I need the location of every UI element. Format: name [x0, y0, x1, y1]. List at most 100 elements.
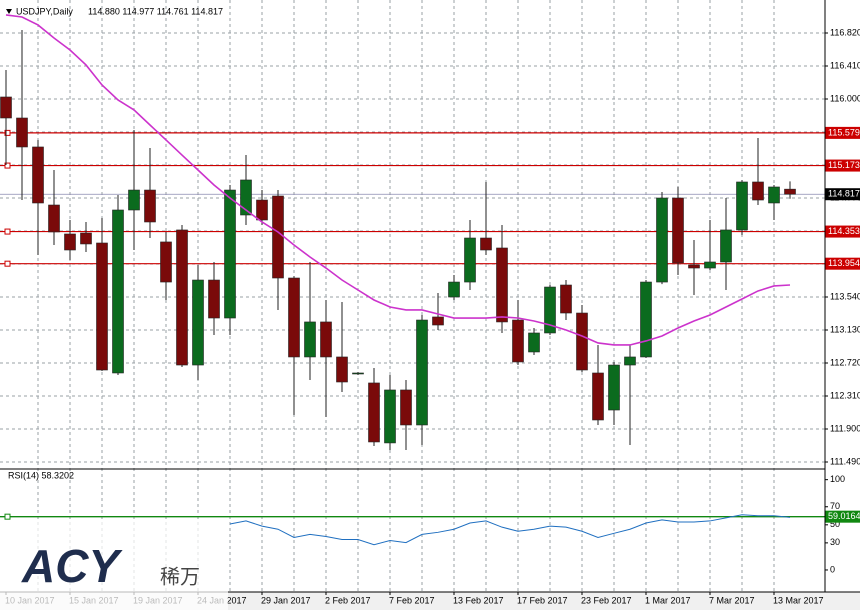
- candle-body: [272, 195, 284, 279]
- candle-body: [112, 209, 124, 374]
- candle-body: [624, 356, 636, 366]
- candle-body: [512, 319, 524, 363]
- labels-layer: 115.579 115.173 114.353 113.954 114.817 59.01…: [825, 126, 860, 523]
- candle-body: [80, 232, 92, 245]
- candle-body: [448, 281, 460, 298]
- level-label-box: [825, 159, 860, 172]
- watermark-brand: ACY: [21, 540, 123, 592]
- candle-body: [288, 277, 300, 358]
- candle-body: [96, 242, 108, 371]
- candle-body: [400, 389, 412, 426]
- candle-body: [592, 372, 604, 421]
- candle-body: [784, 188, 796, 195]
- candle-body: [368, 382, 380, 443]
- candle-body: [576, 312, 588, 371]
- rsi-level-label: 59.0164: [828, 511, 860, 521]
- y-tick-label: 112.310: [830, 390, 860, 400]
- rsi-y-tick-label: 100: [830, 474, 845, 484]
- moving-average: [5, 14, 791, 346]
- x-tick-label: 2 Feb 2017: [325, 595, 371, 605]
- candle-body: [656, 197, 668, 283]
- level-label: 113.954: [828, 258, 860, 268]
- candle-body: [640, 281, 652, 358]
- candle-body: [192, 279, 204, 366]
- y-tick-label: 116.820: [830, 27, 860, 37]
- current-price-label: 114.817: [828, 189, 860, 199]
- y-tick-label: 111.900: [830, 423, 860, 433]
- x-tick-label: 23 Feb 2017: [581, 595, 632, 605]
- y-tick-label: 111.490: [830, 456, 860, 466]
- title-arrow: [6, 9, 12, 14]
- chart-title: USDJPY,Daily: [16, 6, 73, 16]
- candle-body: [224, 189, 236, 319]
- current-price-box: [825, 188, 860, 201]
- rsi-y-tick-label: 30: [830, 537, 840, 547]
- level-label-box: [825, 225, 860, 238]
- candle-body: [352, 372, 364, 375]
- candle-body: [0, 96, 12, 119]
- candle-body: [736, 181, 748, 231]
- candle-body: [144, 189, 156, 223]
- marks-layer: [0, 14, 796, 546]
- candle-body: [720, 229, 732, 263]
- x-tick-label: 29 Jan 2017: [261, 595, 311, 605]
- level-handle: [4, 162, 11, 169]
- candle-body: [384, 389, 396, 444]
- candle-body: [336, 356, 348, 383]
- y-tick-label: 116.000: [830, 93, 860, 103]
- watermark: ACY 稀万: [0, 520, 228, 610]
- candle-body: [768, 186, 780, 204]
- candle-body: [704, 261, 716, 269]
- y-tick-label: 113.540: [830, 291, 860, 301]
- rsi-line: [229, 514, 791, 546]
- y-tick-label: 113.130: [830, 324, 860, 334]
- rsi-y-tick-label: 70: [830, 501, 840, 511]
- candle-body: [608, 364, 620, 411]
- candle-body: [320, 321, 332, 358]
- candle-body: [496, 247, 508, 323]
- candle-body: [32, 146, 44, 204]
- y-tick-label: 116.410: [830, 60, 860, 70]
- y-tick-label: 112.720: [830, 357, 860, 367]
- candle-body: [688, 264, 700, 269]
- watermark-subtitle: 稀万: [160, 565, 200, 588]
- rsi-level-handle: [4, 513, 11, 520]
- candle-body: [240, 179, 252, 216]
- candle-body: [480, 237, 492, 251]
- candle-body: [128, 189, 140, 211]
- candle-body: [752, 181, 764, 201]
- candle-body: [432, 316, 444, 326]
- x-tick-label: 13 Feb 2017: [453, 595, 504, 605]
- candle-body: [544, 286, 556, 334]
- candle-body: [48, 204, 60, 233]
- x-tick-label: 13 Mar 2017: [773, 595, 824, 605]
- rsi-level-box: [825, 510, 860, 523]
- candle-body: [256, 199, 268, 221]
- level-handle: [4, 260, 11, 267]
- level-label: 114.353: [828, 226, 860, 236]
- level-handle: [4, 228, 11, 235]
- candle-body: [528, 332, 540, 353]
- rsi-title: RSI(14) 58.3202: [8, 470, 74, 480]
- candle-body: [16, 117, 28, 148]
- x-tick-label: 7 Mar 2017: [709, 595, 755, 605]
- candle-body: [416, 319, 428, 426]
- level-label-box: [825, 126, 860, 139]
- rsi-y-tick-label: 0: [830, 564, 835, 574]
- ohlc-text: 114.880 114.977 114.761 114.817: [88, 6, 223, 16]
- level-label: 115.173: [828, 160, 860, 170]
- candle-body: [672, 197, 684, 264]
- watermark-backdrop: [0, 520, 228, 610]
- level-label: 115.579: [828, 127, 860, 137]
- level-label-box: [825, 257, 860, 270]
- x-tick-label: 17 Feb 2017: [517, 595, 568, 605]
- candle-body: [560, 284, 572, 314]
- level-handle: [4, 129, 11, 136]
- candle-body: [176, 229, 188, 366]
- x-tick-label: 1 Mar 2017: [645, 595, 691, 605]
- rsi-y-tick-label: 50: [830, 519, 840, 529]
- candle-body: [160, 241, 172, 283]
- candle-body: [304, 321, 316, 358]
